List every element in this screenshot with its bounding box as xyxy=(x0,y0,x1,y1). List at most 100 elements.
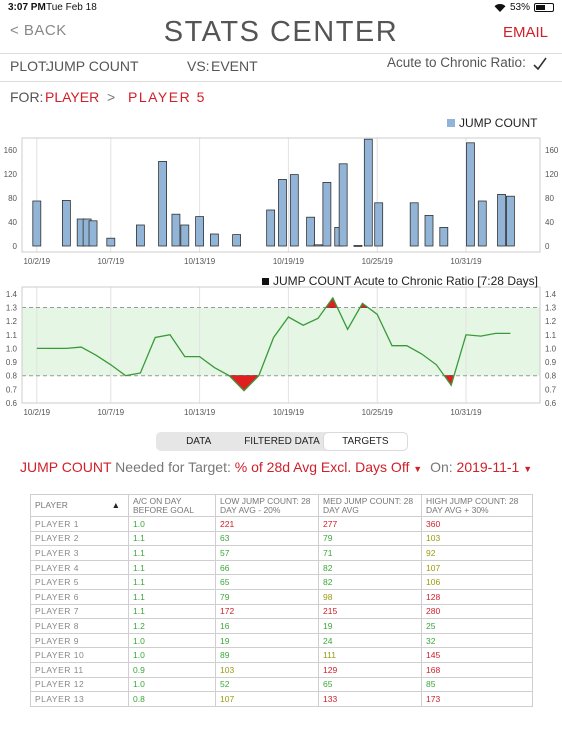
high-target-cell: 25 xyxy=(421,618,533,634)
table-row[interactable]: PLAYER 8 1.2 16 19 25 xyxy=(30,618,533,634)
table-row[interactable]: PLAYER 10 1.0 89 111 145 xyxy=(30,647,533,663)
table-row[interactable]: PLAYER 5 1.1 65 82 106 xyxy=(30,574,533,590)
tab-targets[interactable]: TARGETS xyxy=(323,433,407,450)
bar[interactable] xyxy=(353,244,363,247)
bar[interactable] xyxy=(88,220,98,247)
y-tick-label-right: 160 xyxy=(545,146,559,155)
x-tick-label: 10/7/19 xyxy=(97,257,124,266)
bar[interactable] xyxy=(232,234,242,247)
vs-selector[interactable]: EVENT xyxy=(211,58,258,74)
column-header-low[interactable]: LOW JUMP COUNT: 28 DAY AVG - 20% xyxy=(215,494,319,517)
low-target-cell: 66 xyxy=(215,559,319,576)
tab-filtered-data[interactable]: FILTERED DATA xyxy=(244,436,320,447)
table-row[interactable]: PLAYER 13 0.8 107 133 173 xyxy=(30,691,533,707)
bar[interactable] xyxy=(171,213,181,247)
high-target-cell: 92 xyxy=(421,545,533,561)
bar[interactable] xyxy=(209,233,219,247)
high-target-cell: 280 xyxy=(421,603,533,620)
column-header-player[interactable]: PLAYER ▲ xyxy=(30,494,129,517)
ac-cell: 1.1 xyxy=(128,588,216,605)
bar[interactable] xyxy=(106,237,116,247)
y-tick-label-left: 120 xyxy=(4,170,18,179)
table-row[interactable]: PLAYER 4 1.1 66 82 107 xyxy=(30,559,533,576)
bar[interactable] xyxy=(322,182,332,247)
bar[interactable] xyxy=(313,244,323,247)
ac-cell: 1.1 xyxy=(128,545,216,561)
med-target-cell: 71 xyxy=(318,545,422,561)
ratio-checkbox[interactable] xyxy=(532,56,548,72)
player-cell: PLAYER 6 xyxy=(30,588,129,605)
x-tick-label: 10/19/19 xyxy=(273,408,305,417)
table-row[interactable]: PLAYER 11 0.9 103 129 168 xyxy=(30,661,533,678)
bar[interactable] xyxy=(466,142,475,247)
ac-cell: 1.0 xyxy=(128,516,216,532)
table-row[interactable]: PLAYER 9 1.0 19 24 32 xyxy=(30,632,533,649)
for-target-selector[interactable]: PLAYER 5 xyxy=(128,89,206,105)
player-cell: PLAYER 11 xyxy=(30,661,129,678)
column-header-high[interactable]: HIGH JUMP COUNT: 28 DAY AVG + 30% xyxy=(421,494,533,517)
email-button[interactable]: EMAIL xyxy=(502,24,548,41)
table-row[interactable]: PLAYER 6 1.1 79 98 128 xyxy=(30,588,533,605)
med-target-cell: 65 xyxy=(318,676,422,693)
bar[interactable] xyxy=(266,209,276,247)
bar[interactable] xyxy=(278,179,287,247)
bar[interactable] xyxy=(62,200,71,247)
breadcrumb-separator: > xyxy=(107,89,116,105)
bar[interactable] xyxy=(135,224,145,247)
table-row[interactable]: PLAYER 2 1.1 63 79 103 xyxy=(30,530,533,547)
y-tick-label-right: 0.9 xyxy=(545,358,557,367)
target-selector-row: JUMP COUNT Needed for Target: % of 28d A… xyxy=(20,459,550,479)
med-target-cell: 82 xyxy=(318,574,422,590)
bar[interactable] xyxy=(374,202,384,247)
date-dropdown[interactable]: 2019-11-1 ▼ xyxy=(457,459,533,475)
bar[interactable] xyxy=(409,202,419,247)
y-tick-label-right: 1.1 xyxy=(545,331,557,340)
high-target-cell: 128 xyxy=(421,588,533,605)
bar[interactable] xyxy=(180,224,190,247)
plot-selector[interactable]: JUMP COUNT xyxy=(47,58,139,74)
table-row[interactable]: PLAYER 1 1.0 221 277 360 xyxy=(30,516,533,532)
y-tick-label-right: 1.0 xyxy=(545,344,557,353)
y-tick-label-left: 1.1 xyxy=(6,331,18,340)
target-value: % of 28d Avg Excl. Days Off xyxy=(234,459,410,475)
bar[interactable] xyxy=(289,174,299,247)
metric-label: JUMP COUNT xyxy=(20,459,112,475)
target-band xyxy=(22,307,540,376)
back-button[interactable]: < BACK xyxy=(10,22,67,39)
column-header-ac[interactable]: A/C ON DAY BEFORE GOAL xyxy=(128,494,216,517)
bar[interactable] xyxy=(338,163,348,247)
legend-swatch xyxy=(447,119,455,127)
table-row[interactable]: PLAYER 7 1.1 172 215 280 xyxy=(30,603,533,620)
bar[interactable] xyxy=(477,200,487,247)
bar[interactable] xyxy=(424,215,434,247)
bar[interactable] xyxy=(306,216,316,247)
ratio-line[interactable] xyxy=(36,296,511,392)
bar[interactable] xyxy=(195,216,205,247)
high-target-cell: 145 xyxy=(421,647,533,663)
y-tick-label-right: 0.8 xyxy=(545,372,557,381)
bar[interactable] xyxy=(505,195,515,247)
bar[interactable] xyxy=(363,138,373,247)
column-header-med[interactable]: MED JUMP COUNT: 28 DAY AVG xyxy=(318,494,422,517)
target-dropdown[interactable]: % of 28d Avg Excl. Days Off ▼ xyxy=(235,459,422,475)
bar[interactable] xyxy=(158,161,168,247)
caret-down-icon: ▼ xyxy=(413,464,423,474)
ac-cell: 1.1 xyxy=(128,530,216,547)
tab-data[interactable]: DATA xyxy=(186,436,212,447)
bar[interactable] xyxy=(497,194,506,247)
player-cell: PLAYER 13 xyxy=(30,691,129,707)
y-tick-label-right: 0.6 xyxy=(545,399,557,408)
low-target-cell: 172 xyxy=(215,603,319,620)
ac-cell: 1.2 xyxy=(128,618,216,634)
bar[interactable] xyxy=(439,227,449,247)
x-tick-label: 10/2/19 xyxy=(23,257,50,266)
table-row[interactable]: PLAYER 12 1.0 52 65 85 xyxy=(30,676,533,693)
page-title: STATS CENTER xyxy=(163,16,399,48)
table-row[interactable]: PLAYER 3 1.1 57 71 92 xyxy=(30,545,533,561)
y-tick-label-left: 0.8 xyxy=(6,372,18,381)
nav-bar: < BACK STATS CENTER EMAIL xyxy=(0,16,562,52)
ac-cell: 0.9 xyxy=(128,661,216,678)
legend-label: JUMP COUNT xyxy=(459,116,538,130)
for-selector[interactable]: PLAYER xyxy=(45,89,100,105)
bar[interactable] xyxy=(32,200,42,247)
